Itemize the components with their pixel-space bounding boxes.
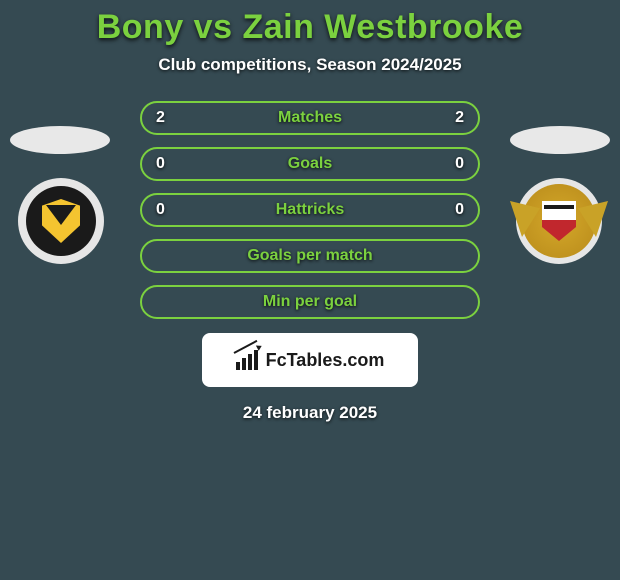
- brand-text: FcTables.com: [266, 350, 385, 371]
- club-badge-left: [18, 178, 104, 264]
- player-left-placeholder: [10, 126, 110, 154]
- stat-label: Hattricks: [276, 201, 344, 219]
- page-title: Bony vs Zain Westbrooke: [0, 0, 620, 47]
- brand-box: FcTables.com: [202, 333, 418, 387]
- stat-left-value: 0: [156, 201, 165, 219]
- doncaster-rovers-crest: [522, 184, 596, 258]
- stat-row-goals: 0 Goals 0: [140, 147, 480, 181]
- chart-arrow-icon: [236, 350, 260, 370]
- shield-chevron: [46, 205, 76, 225]
- stat-row-hattricks: 0 Hattricks 0: [140, 193, 480, 227]
- stat-label: Matches: [278, 109, 342, 127]
- player-right-placeholder: [510, 126, 610, 154]
- stat-label: Goals per match: [247, 247, 372, 265]
- club-badge-right: [516, 178, 602, 264]
- stat-right-value: 2: [455, 109, 464, 127]
- stat-label: Goals: [288, 155, 332, 173]
- stat-row-min-per-goal: Min per goal: [140, 285, 480, 319]
- newport-county-crest: [26, 186, 96, 256]
- stat-right-value: 0: [455, 155, 464, 173]
- date-text: 24 february 2025: [0, 403, 620, 423]
- stat-row-goals-per-match: Goals per match: [140, 239, 480, 273]
- crest-bar: [544, 205, 574, 209]
- subtitle: Club competitions, Season 2024/2025: [0, 55, 620, 75]
- comparison-card: Bony vs Zain Westbrooke Club competition…: [0, 0, 620, 580]
- stat-left-value: 2: [156, 109, 165, 127]
- stat-left-value: 0: [156, 155, 165, 173]
- stat-label: Min per goal: [263, 293, 357, 311]
- stat-row-matches: 2 Matches 2: [140, 101, 480, 135]
- stat-right-value: 0: [455, 201, 464, 219]
